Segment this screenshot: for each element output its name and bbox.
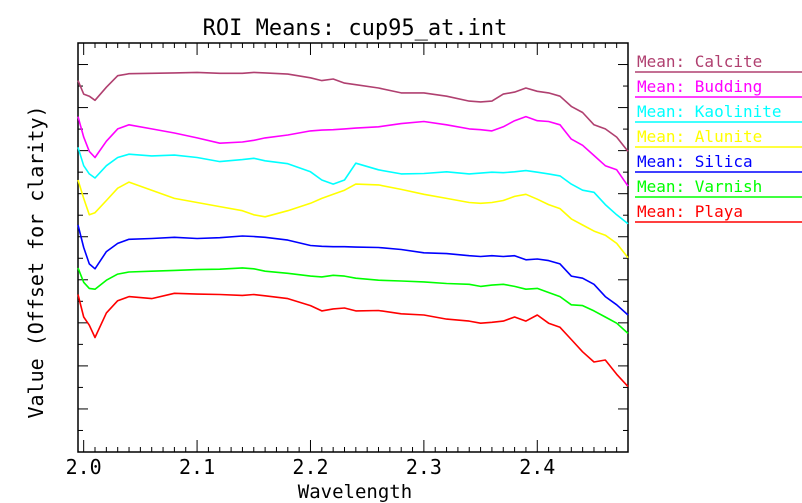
series-line-4 (77, 179, 629, 259)
y-axis-label: Value (Offset for clarity) (24, 105, 48, 418)
legend: Mean: Calcite Mean: Budding Mean: Kaolinit… (635, 52, 802, 223)
legend-label-3: Mean: Kaolinite (637, 102, 782, 121)
series-line-3 (77, 147, 629, 225)
legend-label-2: Mean: Budding (637, 77, 762, 96)
legend-label-1: Mean: Calcite (637, 52, 762, 71)
x-tick-label: 2.2 (292, 455, 328, 479)
plot-axes: 2.0 2.1 2.2 2.3 2.4 (66, 42, 629, 479)
series-lines (77, 71, 629, 388)
x-axis-label: Wavelength (298, 481, 412, 503)
x-tick-label: 2.1 (179, 455, 215, 479)
series-line-6 (77, 267, 629, 334)
plot-frame (77, 42, 629, 453)
legend-label-5: Mean: Silica (637, 152, 753, 171)
x-tick-label: 2.4 (519, 455, 555, 479)
x-tick-label: 2.3 (406, 455, 442, 479)
legend-entries: Mean: Calcite Mean: Budding Mean: Kaolinit… (635, 52, 802, 223)
legend-label-7: Mean: Playa (637, 202, 743, 221)
series-line-2 (77, 115, 629, 187)
x-tick-label: 2.0 (66, 455, 102, 479)
legend-label-4: Mean: Alunite (637, 127, 762, 146)
legend-label-6: Mean: Varnish (637, 177, 762, 196)
series-line-5 (77, 224, 629, 316)
chart-title: ROI Means: cup95_at.int (203, 16, 508, 41)
series-line-7 (77, 292, 629, 388)
series-line-1 (77, 71, 629, 152)
